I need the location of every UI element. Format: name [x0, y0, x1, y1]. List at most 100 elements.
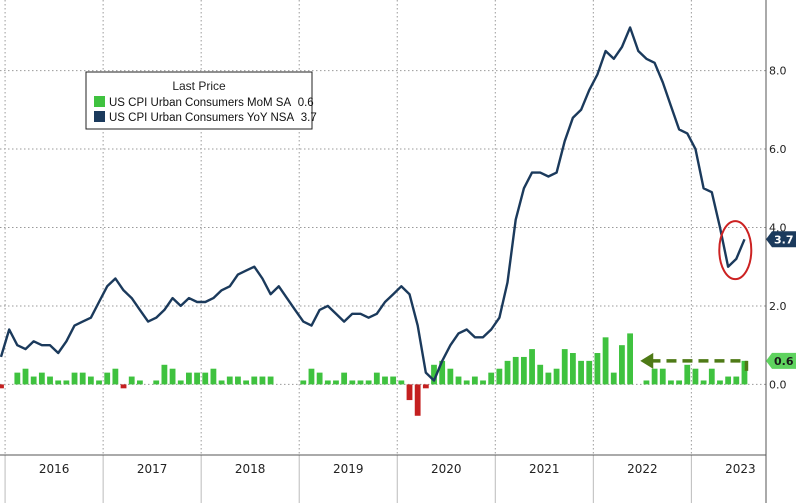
mom-bar	[406, 384, 413, 401]
mom-bar	[471, 376, 478, 385]
mom-bar	[488, 372, 495, 385]
mom-bar	[63, 380, 70, 385]
mom-bar	[520, 356, 527, 385]
mom-bar	[47, 376, 53, 385]
mom-bar	[316, 372, 323, 385]
legend-series-name-mom: US CPI Urban Consumers MoM SA	[109, 97, 291, 109]
mom-bar	[104, 372, 111, 385]
x-tick-label: 2021	[529, 462, 560, 476]
y-tick-label: 0.0	[769, 378, 787, 391]
legend-last-value-yoy: 3.7	[301, 112, 317, 124]
x-tick-label: 2023	[725, 462, 756, 476]
mom-bar	[120, 384, 127, 389]
x-tick-label: 2016	[39, 462, 70, 476]
yoy-line-layer	[0, 26, 746, 382]
y-tick-label: 4.0	[769, 222, 787, 235]
mom-bar	[267, 376, 274, 385]
mom-bar	[398, 380, 405, 385]
mom-bar	[480, 380, 486, 385]
legend: Last Price US CPI Urban Consumers MoM SA…	[85, 71, 317, 130]
mom-bar	[627, 333, 633, 385]
mom-bar	[153, 380, 160, 385]
mom-bar	[357, 380, 364, 385]
mom-bar	[324, 380, 331, 385]
mom-bar	[136, 380, 143, 385]
mom-bar	[218, 380, 225, 385]
mom-bar	[55, 380, 62, 385]
highlight-circle	[718, 220, 753, 281]
mom-bar	[38, 372, 45, 385]
mom-bar	[79, 372, 86, 385]
mom-bar	[602, 337, 609, 385]
mom-bar	[22, 368, 29, 385]
mom-bar	[300, 380, 307, 385]
mom-last-value-badge-text: 0.6	[774, 355, 794, 368]
mom-last-value-badge	[766, 352, 796, 369]
y-tick-label: 6.0	[769, 143, 787, 156]
mom-bar	[226, 376, 233, 385]
mom-bar	[373, 372, 380, 385]
legend-swatch-yoy	[94, 111, 105, 122]
mom-bar	[586, 360, 593, 385]
mom-bar	[341, 372, 348, 385]
x-tick-label: 2017	[137, 462, 168, 476]
mom-bar	[545, 372, 552, 385]
mom-bar	[349, 380, 356, 385]
mom-bar	[177, 380, 184, 385]
mom-bar	[365, 380, 372, 385]
mom-bar	[570, 353, 576, 385]
mom-bar	[708, 368, 715, 385]
legend-box	[85, 71, 313, 130]
y-tick-label: 2.0	[769, 300, 787, 313]
mom-bar	[447, 368, 454, 385]
mom-bar	[96, 380, 102, 385]
mom-bar	[30, 376, 37, 385]
mom-bar	[725, 376, 732, 385]
x-tick-label: 2019	[333, 462, 364, 476]
mom-bar	[0, 384, 4, 389]
mom-bar	[87, 376, 94, 385]
mom-bar	[169, 368, 176, 385]
mom-bar	[659, 368, 666, 385]
legend-last-value-mom: 0.6	[298, 97, 314, 109]
legend-series-name-yoy: US CPI Urban Consumers YoY NSA	[109, 112, 294, 124]
dashed-arrow	[652, 359, 749, 371]
yoy-last-value-badge-text: 3.7	[774, 233, 794, 246]
mom-bar	[333, 380, 339, 385]
mom-bars	[0, 333, 748, 416]
yoy-line	[0, 26, 746, 382]
mom-bar	[390, 376, 397, 385]
legend-title: Last Price	[172, 79, 226, 93]
mom-bar	[610, 372, 617, 385]
y-tick-label: 8.0	[769, 65, 787, 78]
legend-label-mom: US CPI Urban Consumers MoM SA 0.6	[109, 97, 314, 109]
mom-bar	[455, 376, 462, 385]
mom-bar	[414, 384, 421, 416]
mom-bar	[128, 376, 135, 385]
mom-bar	[741, 360, 748, 385]
mom-bar	[529, 349, 535, 385]
mom-bar	[463, 380, 470, 385]
mom-bar	[251, 376, 258, 385]
mom-bar	[210, 368, 217, 385]
mom-bar	[71, 372, 78, 385]
mom-bar	[382, 376, 388, 385]
mom-bar	[537, 364, 544, 385]
mom-bar	[717, 380, 723, 385]
annotation-layer	[640, 220, 753, 371]
mom-bar	[651, 368, 658, 385]
mom-bar	[578, 360, 584, 385]
mom-bar	[194, 372, 200, 385]
mom-bar	[431, 364, 437, 385]
x-tick-label: 2022	[627, 462, 658, 476]
mom-bar	[161, 364, 168, 385]
mom-bar	[504, 360, 511, 385]
mom-bar	[643, 380, 650, 385]
mom-bar	[235, 376, 241, 385]
mom-bar	[308, 368, 315, 385]
mom-bar	[733, 376, 740, 385]
mom-bar	[422, 384, 429, 389]
mom-bar	[692, 368, 699, 385]
mom-bar	[619, 345, 625, 385]
